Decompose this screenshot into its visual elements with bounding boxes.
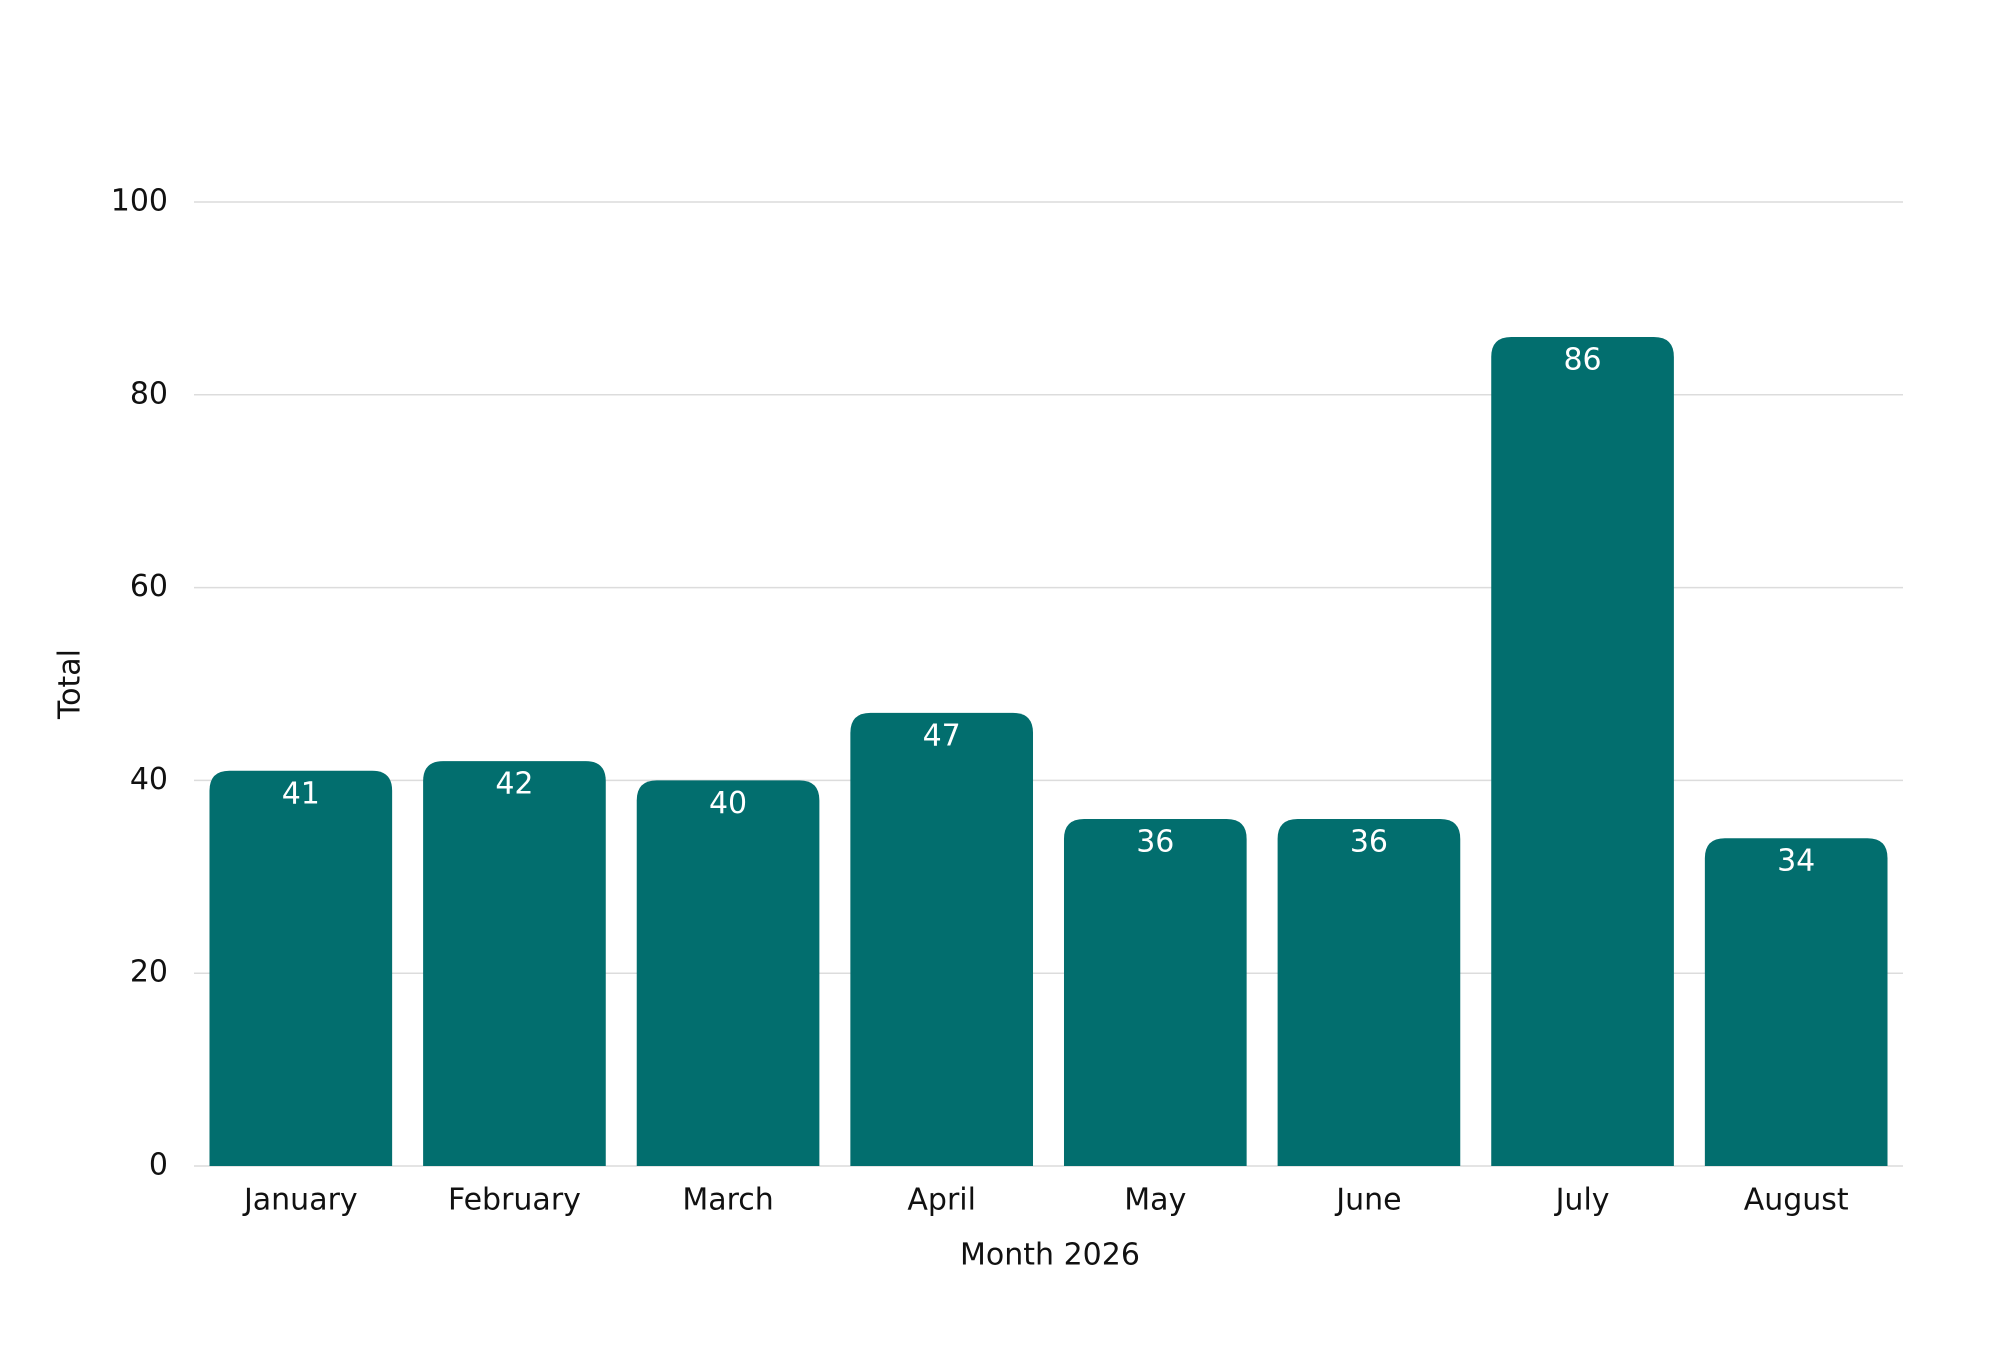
value-label: 47: [923, 718, 961, 753]
x-tick-label: March: [682, 1183, 773, 1218]
bar: [1063, 818, 1247, 1166]
y-tick-label: 20: [130, 955, 168, 990]
bar: [1491, 336, 1674, 1167]
x-tick-label: April: [907, 1183, 976, 1218]
y-tick-label: 0: [149, 1148, 168, 1183]
value-label: 40: [709, 786, 747, 821]
y-tick-label: 80: [130, 376, 168, 411]
x-tick-label: July: [1554, 1183, 1610, 1218]
bar: [1277, 818, 1461, 1166]
value-label: 34: [1777, 844, 1815, 879]
bar: [209, 770, 393, 1166]
bar: [1704, 838, 1888, 1166]
value-label: 41: [282, 776, 320, 811]
bar: [850, 712, 1034, 1166]
value-label: 36: [1136, 824, 1174, 859]
value-label: 86: [1563, 342, 1601, 377]
value-label: 36: [1350, 824, 1388, 859]
y-tick-label: 60: [130, 569, 168, 604]
bar: [423, 761, 606, 1166]
y-axis-title: Total: [53, 649, 88, 720]
bar: [636, 780, 820, 1166]
x-tick-label: May: [1124, 1183, 1186, 1218]
value-label: 42: [495, 767, 533, 802]
y-tick-label: 40: [130, 762, 168, 797]
x-tick-label: August: [1744, 1183, 1849, 1218]
y-tick-label: 100: [111, 184, 168, 219]
x-tick-label: June: [1334, 1183, 1401, 1218]
x-tick-label: January: [242, 1183, 358, 1218]
x-axis-title: Month 2026: [960, 1238, 1140, 1273]
x-tick-label: February: [448, 1183, 581, 1218]
